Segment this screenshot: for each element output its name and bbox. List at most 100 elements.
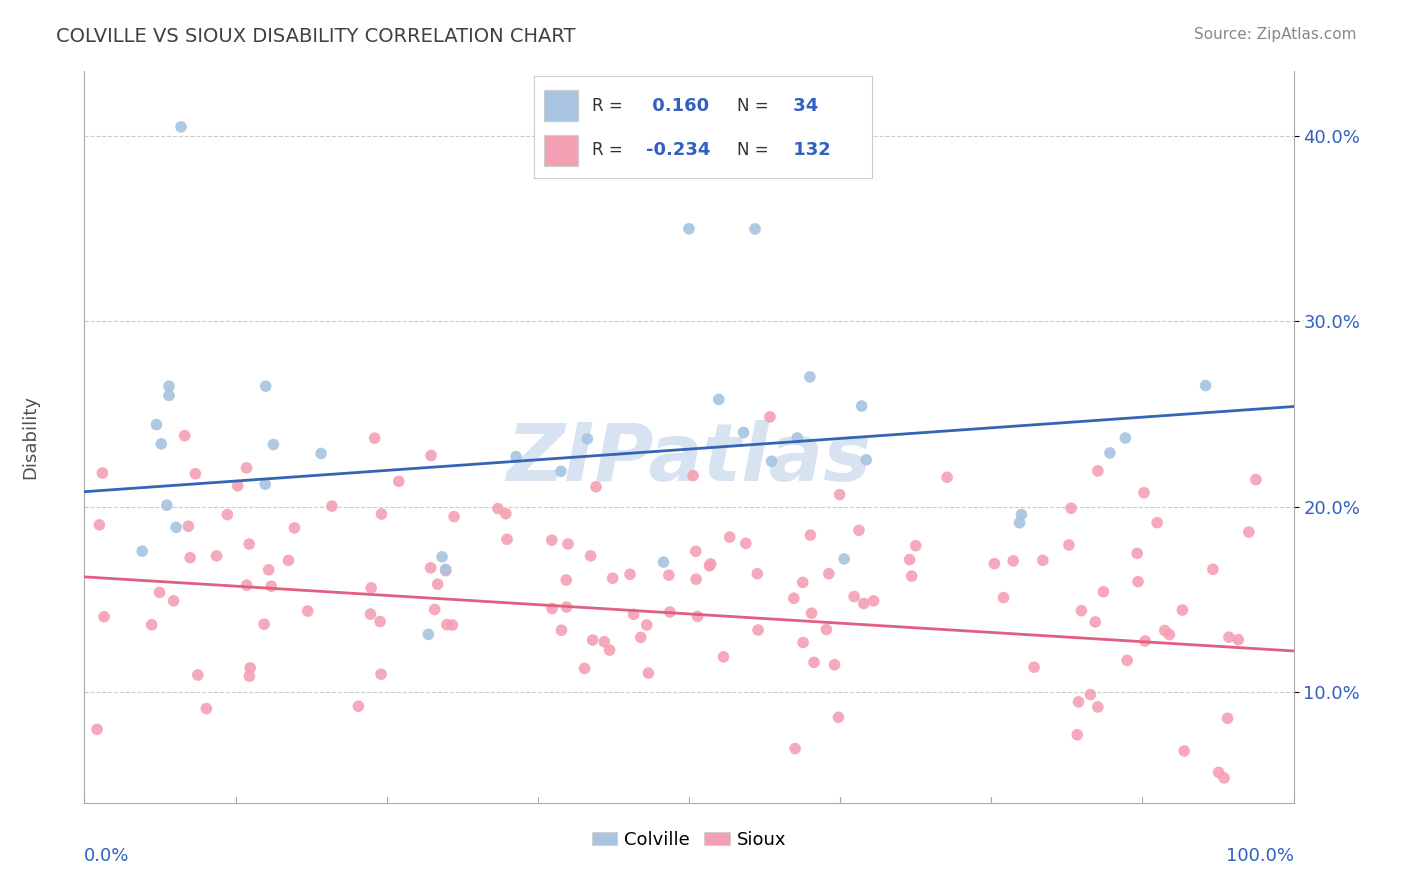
Point bbox=[599, 643, 621, 657]
Point bbox=[1133, 634, 1156, 648]
Point bbox=[682, 468, 704, 483]
Point bbox=[1171, 603, 1194, 617]
Point bbox=[283, 521, 305, 535]
Point bbox=[239, 661, 262, 675]
Point bbox=[1116, 653, 1139, 667]
Point bbox=[173, 428, 195, 442]
Point bbox=[86, 723, 108, 737]
Point bbox=[1060, 501, 1083, 516]
Point bbox=[541, 601, 564, 615]
Point bbox=[1092, 584, 1115, 599]
Point bbox=[555, 573, 578, 587]
Point bbox=[862, 594, 884, 608]
Point bbox=[254, 379, 277, 393]
Point bbox=[799, 528, 821, 542]
Point bbox=[555, 600, 578, 615]
Point bbox=[783, 591, 806, 606]
Point bbox=[1159, 627, 1181, 641]
Point bbox=[832, 552, 855, 566]
Point bbox=[1008, 516, 1031, 530]
Point bbox=[145, 417, 167, 432]
Point bbox=[1084, 615, 1107, 629]
Point bbox=[370, 507, 392, 521]
Point bbox=[1146, 516, 1168, 530]
Point bbox=[157, 388, 180, 402]
Point bbox=[309, 446, 332, 460]
Point bbox=[297, 604, 319, 618]
Point bbox=[179, 550, 201, 565]
Point bbox=[157, 379, 180, 393]
Point bbox=[1087, 700, 1109, 714]
Point bbox=[370, 667, 392, 681]
Point bbox=[91, 466, 114, 480]
Point bbox=[759, 409, 782, 424]
Point bbox=[436, 617, 458, 632]
Point bbox=[733, 425, 755, 440]
Point bbox=[238, 669, 260, 683]
Text: R =: R = bbox=[592, 96, 623, 114]
Point bbox=[1194, 378, 1216, 392]
Point bbox=[744, 222, 766, 236]
Text: N =: N = bbox=[737, 96, 768, 114]
Text: 100.0%: 100.0% bbox=[1226, 847, 1294, 864]
Point bbox=[623, 607, 645, 622]
Text: 0.160: 0.160 bbox=[645, 96, 709, 114]
Point bbox=[434, 564, 457, 578]
Point bbox=[388, 475, 411, 489]
Point bbox=[217, 508, 239, 522]
Legend: Colville, Sioux: Colville, Sioux bbox=[585, 823, 793, 856]
Point bbox=[441, 618, 464, 632]
Point bbox=[423, 602, 446, 616]
Point bbox=[1208, 765, 1230, 780]
Point bbox=[936, 470, 959, 484]
Point bbox=[783, 741, 806, 756]
Point bbox=[1126, 574, 1149, 589]
Point bbox=[685, 572, 707, 586]
Point bbox=[150, 437, 173, 451]
Point bbox=[786, 431, 808, 445]
Point bbox=[1126, 546, 1149, 560]
Point bbox=[1114, 431, 1136, 445]
FancyBboxPatch shape bbox=[544, 90, 578, 121]
Point bbox=[1218, 630, 1240, 644]
Point bbox=[550, 464, 572, 478]
Point bbox=[827, 710, 849, 724]
Point bbox=[156, 498, 179, 512]
Point bbox=[177, 519, 200, 533]
Text: 34: 34 bbox=[787, 96, 818, 114]
Point bbox=[260, 579, 283, 593]
Point bbox=[419, 561, 441, 575]
Point bbox=[904, 539, 927, 553]
Point bbox=[195, 701, 218, 715]
Point bbox=[359, 607, 381, 621]
Point bbox=[678, 221, 700, 235]
Point bbox=[747, 566, 769, 581]
Point bbox=[593, 634, 616, 648]
Point bbox=[1002, 554, 1025, 568]
Point bbox=[162, 594, 184, 608]
Point bbox=[658, 605, 681, 619]
Point bbox=[718, 530, 741, 544]
Point bbox=[761, 454, 783, 468]
Point bbox=[141, 617, 163, 632]
Point bbox=[486, 501, 509, 516]
Point bbox=[368, 615, 391, 629]
Point bbox=[496, 533, 519, 547]
Point bbox=[852, 597, 875, 611]
Point bbox=[1066, 728, 1088, 742]
Point bbox=[1067, 695, 1090, 709]
Point bbox=[418, 627, 440, 641]
Point bbox=[1032, 553, 1054, 567]
Point bbox=[734, 536, 756, 550]
Point bbox=[238, 537, 260, 551]
Point bbox=[803, 656, 825, 670]
Point bbox=[815, 623, 838, 637]
Point bbox=[576, 432, 599, 446]
Point bbox=[983, 557, 1005, 571]
Point bbox=[253, 617, 276, 632]
Point bbox=[550, 624, 572, 638]
Point bbox=[170, 120, 193, 134]
Point bbox=[254, 477, 277, 491]
FancyBboxPatch shape bbox=[544, 136, 578, 166]
Point bbox=[1213, 771, 1236, 785]
